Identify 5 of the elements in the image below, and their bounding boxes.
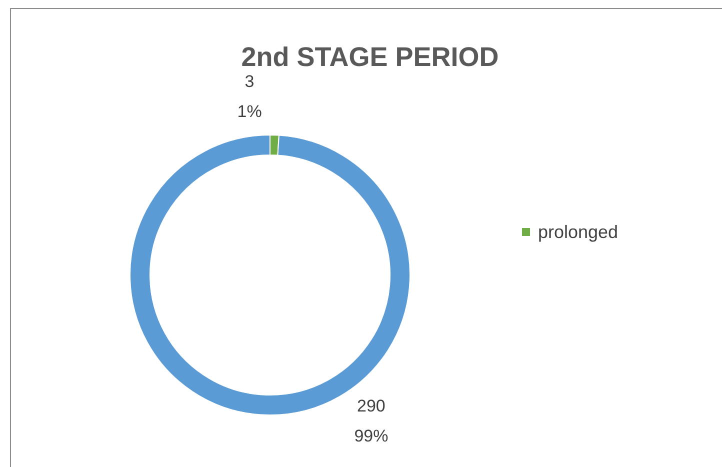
donut-slice <box>130 134 410 416</box>
data-label: 3 1% <box>237 72 262 122</box>
chart-title: 2nd STAGE PERIOD <box>241 42 499 72</box>
data-label: 290 99% <box>354 396 388 446</box>
legend-label: prolonged <box>538 222 618 242</box>
